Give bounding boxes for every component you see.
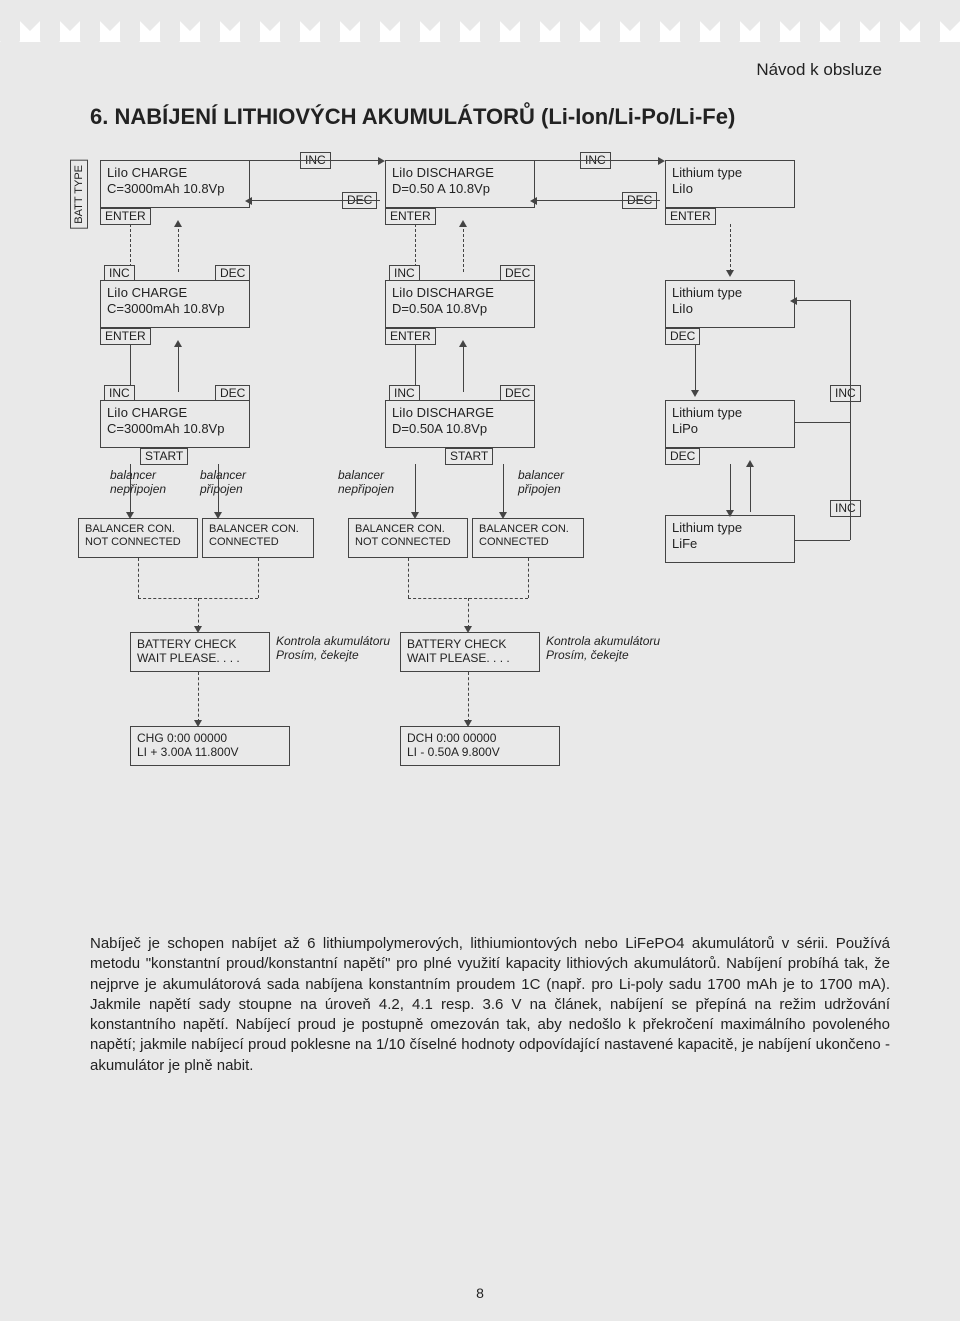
start-r3c: START (140, 448, 188, 465)
box-row1-charge: LiIo CHARGE C=3000mAh 10.8Vp (100, 160, 250, 208)
balancer-not-dch: balancer nepřipojen (338, 468, 408, 497)
dec-r2t: DEC (665, 328, 700, 345)
enter-r2d: ENTER (385, 328, 436, 345)
flowchart-canvas: BATT TYPE LiIo CHARGE C=3000mAh 10.8Vp E… (90, 150, 870, 910)
body-paragraph: Nabíječ je schopen nabíjet až 6 lithiump… (90, 934, 890, 1076)
box-bal-yes-dch: BALANCER CON. CONNECTED (472, 518, 584, 558)
box-row2-discharge: LiIo DISCHARGE D=0.50A 10.8Vp (385, 280, 535, 328)
row2-dis-l2: D=0.50A 10.8Vp (392, 301, 528, 317)
row1-charge-l2: C=3000mAh 10.8Vp (107, 181, 243, 197)
start-r3d: START (445, 448, 493, 465)
row3-dis-l1: LiIo DISCHARGE (392, 405, 528, 421)
row1-type-l1: Lithium type (672, 165, 788, 181)
box-row2-charge: LiIo CHARGE C=3000mAh 10.8Vp (100, 280, 250, 328)
row3-typeB-l1: Lithium type (672, 520, 788, 536)
row2-type-l2: LiIo (672, 301, 788, 317)
page-number: 8 (0, 1285, 960, 1301)
battcheck-note-chg: Kontrola akumulátoru Prosím, čekejte (276, 634, 416, 663)
page: Návod k obsluze 6. NABÍJENÍ LITHIOVÝCH A… (0, 0, 960, 1321)
balancer-yes-chg: balancer připojen (200, 468, 270, 497)
row2-dis-l1: LiIo DISCHARGE (392, 285, 528, 301)
row2-chg-l2: C=3000mAh 10.8Vp (107, 301, 243, 317)
inc-r3tb: INC (830, 500, 861, 517)
balancer-yes-dch: balancer připojen (518, 468, 588, 497)
batt-type-label: BATT TYPE (70, 160, 88, 229)
box-result-dch: DCH 0:00 00000 LI - 0.50A 9.800V (400, 726, 560, 766)
box-result-chg: CHG 0:00 00000 LI + 3.00A 11.800V (130, 726, 290, 766)
enter-r1d: ENTER (385, 208, 436, 225)
row2-chg-l1: LiIo CHARGE (107, 285, 243, 301)
dec-r3ta: DEC (665, 448, 700, 465)
row3-typeB-l2: LiFe (672, 536, 788, 552)
battcheck-note-dch: Kontrola akumulátoru Prosím, čekejte (546, 634, 686, 663)
box-bal-yes-chg: BALANCER CON. CONNECTED (202, 518, 314, 558)
enter-r2c: ENTER (100, 328, 151, 345)
box-row3-discharge: LiIo DISCHARGE D=0.50A 10.8Vp (385, 400, 535, 448)
box-battcheck-chg: BATTERY CHECK WAIT PLEASE. . . . (130, 632, 270, 672)
row1-charge-l1: LiIo CHARGE (107, 165, 243, 181)
row1-type-l2: LiIo (672, 181, 788, 197)
row3-typeA-l1: Lithium type (672, 405, 788, 421)
header-title: Návod k obsluze (90, 60, 890, 80)
box-row3-typeA: Lithium type LiPo (665, 400, 795, 448)
box-bal-not-dch: BALANCER CON. NOT CONNECTED (348, 518, 468, 558)
balancer-not-chg: balancer nepřipojen (110, 468, 180, 497)
box-bal-not-chg: BALANCER CON. NOT CONNECTED (78, 518, 198, 558)
page-top-decoration (0, 0, 960, 42)
row3-chg-l1: LiIo CHARGE (107, 405, 243, 421)
box-row1-type: Lithium type LiIo (665, 160, 795, 208)
box-battcheck-dch: BATTERY CHECK WAIT PLEASE. . . . (400, 632, 540, 672)
row3-dis-l2: D=0.50A 10.8Vp (392, 421, 528, 437)
enter-r1t: ENTER (665, 208, 716, 225)
section-title: 6. NABÍJENÍ LITHIOVÝCH AKUMULÁTORŮ (Li-I… (90, 104, 890, 130)
box-row3-charge: LiIo CHARGE C=3000mAh 10.8Vp (100, 400, 250, 448)
row1-dis-l2: D=0.50 A 10.8Vp (392, 181, 528, 197)
row3-typeA-l2: LiPo (672, 421, 788, 437)
box-row3-typeB: Lithium type LiFe (665, 515, 795, 563)
enter-r1c: ENTER (100, 208, 151, 225)
row2-type-l1: Lithium type (672, 285, 788, 301)
row1-dis-l1: LiIo DISCHARGE (392, 165, 528, 181)
box-row2-type: Lithium type LiIo (665, 280, 795, 328)
box-row1-discharge: LiIo DISCHARGE D=0.50 A 10.8Vp (385, 160, 535, 208)
row3-chg-l2: C=3000mAh 10.8Vp (107, 421, 243, 437)
inc-r3ta: INC (830, 385, 861, 402)
